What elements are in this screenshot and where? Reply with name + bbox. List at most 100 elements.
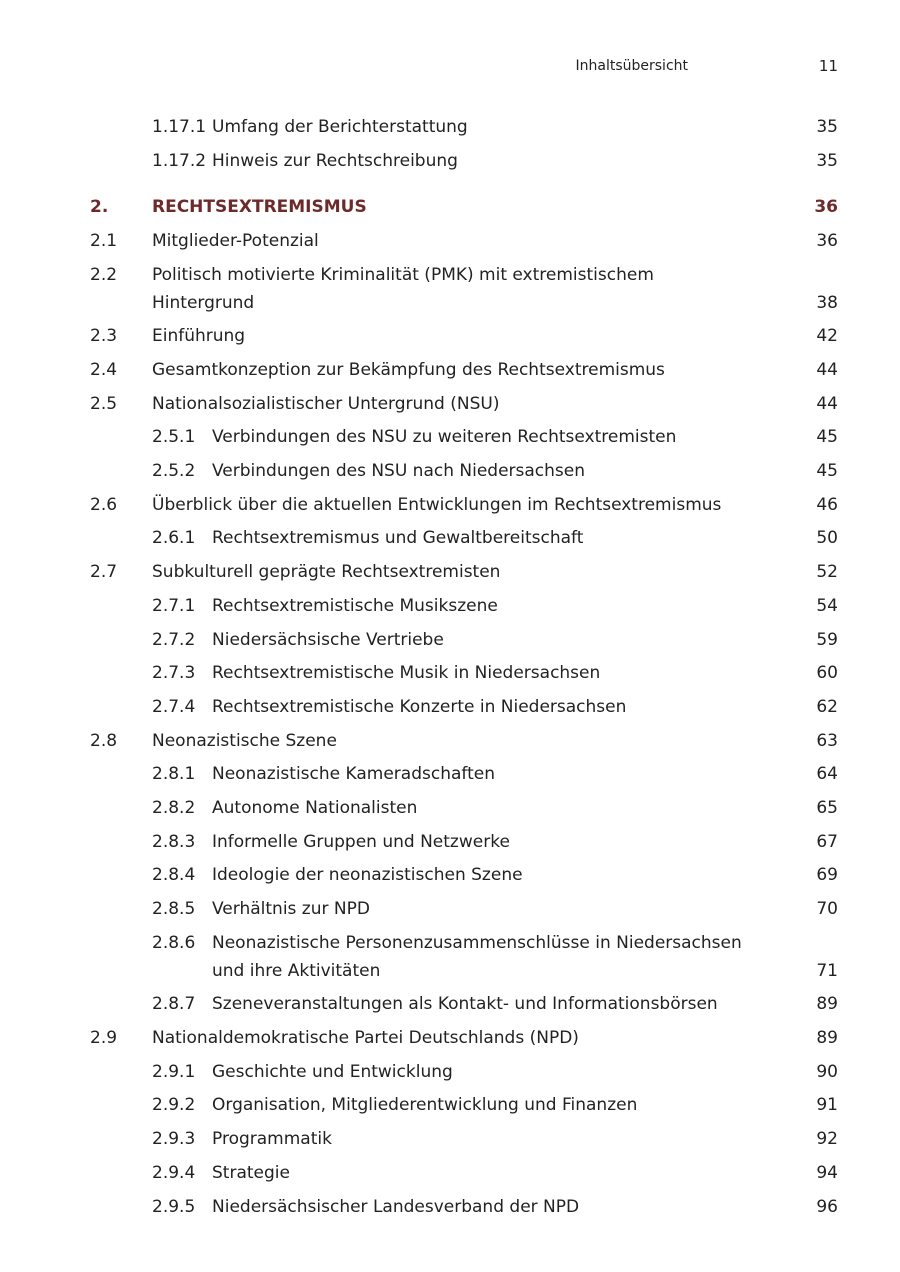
- toc-entry-page: 91: [816, 1095, 838, 1116]
- toc-entry: 2.3 Einführung 42: [0, 320, 900, 354]
- toc-entry-number: 2.9.1: [152, 1061, 196, 1082]
- toc-entry-number: 2.7: [90, 562, 118, 583]
- toc-entry: 2.9.4 Strategie 94: [0, 1157, 900, 1191]
- toc-entry-page: 45: [816, 427, 838, 448]
- toc-entry-number: 2.6.1: [152, 528, 196, 549]
- toc-entry-page: 71: [816, 960, 838, 981]
- toc-entry: 2.8 Neonazistische Szene 63: [0, 725, 900, 759]
- toc-entry-title: Neonazistische Personenzusammenschlüsse …: [212, 932, 742, 981]
- toc-entry: 2.8.6 Neonazistische Personenzusammenschl…: [0, 927, 900, 988]
- toc-entry: 2.8.5 Verhältnis zur NPD 70: [0, 893, 900, 927]
- toc-entry-title: Gesamtkonzeption zur Bekämpfung des Rech…: [152, 359, 665, 380]
- toc-entry: 2.5.1 Verbindungen des NSU zu weiteren Re…: [0, 421, 900, 455]
- toc-entry-page: 94: [816, 1162, 838, 1183]
- toc-entry-page: 90: [816, 1061, 838, 1082]
- toc-entry-page: 69: [816, 865, 838, 886]
- toc-entry-number: 1.17.1: [152, 117, 207, 137]
- toc-entry-page: 44: [816, 359, 838, 380]
- toc-entry-title: Subkulturell geprägte Rechtsextremisten: [152, 562, 501, 583]
- toc-entry-page: 64: [816, 764, 838, 785]
- toc-entry-number: 2.5.1: [152, 427, 196, 448]
- toc-entry-number: 2.8.2: [152, 798, 196, 819]
- toc-entry: 2.1 Mitglieder-Potenzial 36: [0, 225, 900, 259]
- toc-entry: 2.7.2 Niedersächsische Vertriebe 59: [0, 624, 900, 658]
- toc-entry-page: 54: [816, 595, 838, 616]
- toc-entry-title: Rechtsextremistische Musikszene: [212, 595, 498, 616]
- toc-entry-page: 92: [816, 1129, 838, 1150]
- toc-entry-page: 52: [816, 562, 838, 583]
- toc-entry: 2.4 Gesamtkonzeption zur Bekämpfung des R…: [0, 354, 900, 388]
- toc-entry-page: 62: [816, 696, 838, 717]
- toc-entry-number: 2.9: [90, 1027, 118, 1048]
- toc-entry: 2.9.5 Niedersächsischer Landesverband der…: [0, 1191, 900, 1225]
- toc-entry-number: 2.9.4: [152, 1162, 196, 1183]
- toc-entry-title: Rechtsextremismus und Gewaltbereitschaft: [212, 528, 584, 549]
- toc-entry-title: Nationaldemokratische Partei Deutschland…: [152, 1027, 579, 1048]
- toc-entry-title: Verhältnis zur NPD: [212, 899, 370, 920]
- toc-entry-title: Strategie: [212, 1162, 290, 1183]
- toc-entry-number: 2.8.6: [152, 932, 196, 953]
- toc-entry-number: 2.3: [90, 326, 118, 347]
- toc-entry-title: Nationalsozialistischer Untergrund (NSU): [152, 393, 500, 414]
- toc-entry-page: 35: [816, 117, 838, 137]
- toc-entry-page: 59: [816, 629, 838, 650]
- toc-entry-title: Programmatik: [212, 1129, 332, 1150]
- toc-entry-page: 67: [816, 831, 838, 852]
- toc-entry: 2.8.1 Neonazistische Kameradschaften 64: [0, 758, 900, 792]
- toc-entry: 2.9.3 Programmatik 92: [0, 1123, 900, 1157]
- toc-entry-title: Ideologie der neonazistischen Szene: [212, 865, 523, 886]
- toc-entry: 2.8.4 Ideologie der neonazistischen Szene…: [0, 859, 900, 893]
- toc-entry-title: Rechtsextremistische Konzerte in Nieders…: [212, 696, 627, 717]
- toc-entry: 2.9.2 Organisation, Mitgliederentwicklung…: [0, 1089, 900, 1123]
- toc-entry: 2.8.2 Autonome Nationalisten 65: [0, 792, 900, 826]
- toc-entry-title: Szeneveranstaltungen als Kontakt- und In…: [212, 994, 718, 1015]
- toc-entry: 2.7.3 Rechtsextremistische Musik in Niede…: [0, 657, 900, 691]
- toc-entry-title: Geschichte und Entwicklung: [212, 1061, 453, 1082]
- toc-entry-number: 2.5.2: [152, 461, 196, 482]
- toc-entry-number: 2.9.5: [152, 1196, 196, 1217]
- toc-entry-page: 65: [816, 798, 838, 819]
- toc-entry-number: 2.9.2: [152, 1095, 196, 1116]
- toc-entry: 2.2 Politisch motivierte Kriminalität (PM…: [0, 259, 900, 320]
- toc-entry-title: Mitglieder-Potenzial: [152, 231, 319, 252]
- toc-entry: 2.9 Nationaldemokratische Partei Deutschl…: [0, 1022, 900, 1056]
- toc-entry-title: Hinweis zur Rechtschreibung: [212, 150, 458, 171]
- running-header-title: Inhaltsübersicht: [575, 58, 689, 74]
- toc-entry-page: 35: [816, 150, 838, 171]
- toc-entry-title: Autonome Nationalisten: [212, 798, 418, 819]
- toc-entry-title: Neonazistische Szene: [152, 730, 337, 751]
- toc-entry-page: 89: [816, 1027, 838, 1048]
- toc-entry-number: 2.8.5: [152, 899, 196, 920]
- toc-entry-title: Organisation, Mitgliederentwicklung und …: [212, 1095, 638, 1116]
- toc-entry-number: 2.: [90, 197, 109, 218]
- toc-entry-number: 2.9.3: [152, 1129, 196, 1150]
- toc-entry-title: Informelle Gruppen und Netzwerke: [212, 831, 510, 852]
- toc-entry-page: 60: [816, 663, 838, 684]
- toc-entry-number: 2.2: [90, 264, 118, 285]
- page-number: 11: [818, 57, 838, 75]
- toc-entry-page: 89: [816, 994, 838, 1015]
- toc-entry-number: 2.8: [90, 730, 118, 751]
- toc-entry: 2.7.4 Rechtsextremistische Konzerte in Ni…: [0, 691, 900, 725]
- toc-entry-number: 2.8.3: [152, 831, 196, 852]
- toc-entry: 2.7.1 Rechtsextremistische Musikszene 54: [0, 590, 900, 624]
- toc-entry-page: 44: [816, 393, 838, 414]
- toc-entry-page: 70: [816, 899, 838, 920]
- toc-entry-page: 36: [814, 197, 838, 218]
- toc-entry-page: 63: [816, 730, 838, 751]
- toc-entry-title: Verbindungen des NSU zu weiteren Rechtse…: [212, 427, 677, 448]
- toc-entry-title: RECHTSEXTREMISMUS: [152, 197, 367, 218]
- table-of-contents: 1.17.1 Umfang der Berichterstattung 35 1.17…: [0, 111, 900, 1224]
- toc-entry: 2.5.2 Verbindungen des NSU nach Niedersac…: [0, 455, 900, 489]
- toc-entry-number: 2.1: [90, 231, 118, 252]
- toc-entry-title: Rechtsextremistische Musik in Niedersach…: [212, 663, 601, 684]
- toc-entry: 2.7 Subkulturell geprägte Rechtsextremist…: [0, 556, 900, 590]
- toc-entry: 2.6 Überblick über die aktuellen Entwickl…: [0, 489, 900, 523]
- toc-entry-number: 2.7.3: [152, 663, 196, 684]
- toc-entry-page: 45: [816, 461, 838, 482]
- toc-entry-page: 46: [816, 494, 838, 515]
- toc-entry: 2.8.3 Informelle Gruppen und Netzwerke 67: [0, 826, 900, 860]
- toc-entry: 2.8.7 Szeneveranstaltungen als Kontakt- u…: [0, 988, 900, 1022]
- toc-entry-page: 36: [816, 231, 838, 252]
